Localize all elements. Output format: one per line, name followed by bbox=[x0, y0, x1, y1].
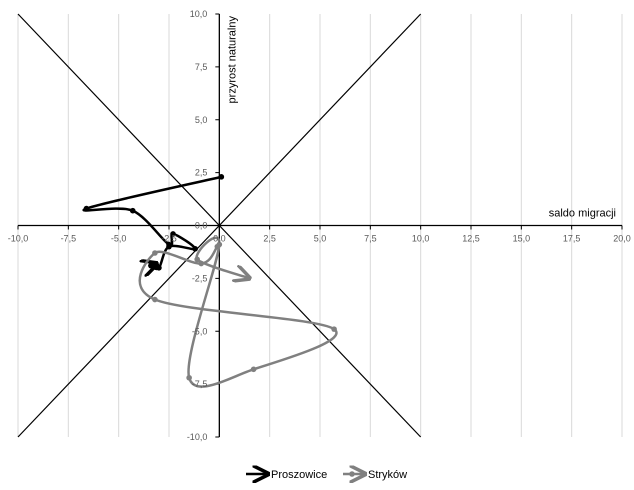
x-tick-label: 0,0 bbox=[213, 234, 226, 244]
data-point-proszowice bbox=[170, 231, 176, 237]
data-point-proszowice bbox=[83, 205, 90, 212]
y-tick-label: 2,5 bbox=[195, 168, 208, 178]
y-tick-label: -7,5 bbox=[192, 379, 208, 389]
data-point-proszowice bbox=[166, 243, 172, 250]
x-tick-label: 7,5 bbox=[364, 234, 377, 244]
data-point-proszowice bbox=[156, 265, 162, 271]
data-point-stryk-w bbox=[194, 256, 200, 263]
x-tick-label: -5,0 bbox=[111, 234, 127, 244]
legend-label-proszowice: Proszowice bbox=[271, 469, 327, 481]
y-tick-label: -2,5 bbox=[192, 273, 208, 283]
y-tick-label: 5,0 bbox=[195, 115, 208, 125]
data-point-stryk-w bbox=[152, 296, 158, 303]
y-tick-label: -5,0 bbox=[192, 326, 208, 336]
x-tick-label: 17,5 bbox=[563, 234, 581, 244]
data-point-proszowice bbox=[148, 262, 154, 269]
x-tick-label: 5,0 bbox=[314, 234, 327, 244]
x-tick-label: -7,5 bbox=[61, 234, 77, 244]
data-point-stryk-w bbox=[250, 366, 257, 373]
y-tick-label: 10,0 bbox=[190, 9, 208, 19]
data-point-stryk-w bbox=[198, 260, 205, 267]
x-tick-label: 2,5 bbox=[263, 234, 276, 244]
legend-marker-stryk-w bbox=[349, 471, 355, 477]
data-point-stryk-w bbox=[216, 241, 223, 248]
data-point-proszowice bbox=[218, 174, 225, 180]
data-point-stryk-w bbox=[331, 326, 337, 332]
x-tick-label: -10,0 bbox=[8, 234, 29, 244]
y-tick-label: 0,0 bbox=[195, 221, 208, 231]
y-tick-label: -10,0 bbox=[187, 432, 208, 442]
data-point-proszowice bbox=[129, 207, 136, 214]
data-point-stryk-w bbox=[186, 374, 192, 381]
x-tick-label: 15,0 bbox=[513, 234, 531, 244]
x-tick-label: 10,0 bbox=[412, 234, 430, 244]
x-tick-label: 12,5 bbox=[462, 234, 480, 244]
data-point-stryk-w bbox=[152, 250, 158, 256]
x-tick-label: 20,0 bbox=[613, 234, 631, 244]
x-axis-title: saldo migracji bbox=[549, 208, 616, 220]
y-tick-label: 7,5 bbox=[195, 62, 208, 72]
data-point-proszowice bbox=[192, 245, 198, 252]
legend-label-stryk-w: Stryków bbox=[368, 469, 407, 481]
x-tick-label: -2,5 bbox=[161, 234, 177, 244]
series-line-stryk-w bbox=[138, 236, 338, 388]
y-axis-title: przyrost naturalny bbox=[226, 16, 238, 104]
